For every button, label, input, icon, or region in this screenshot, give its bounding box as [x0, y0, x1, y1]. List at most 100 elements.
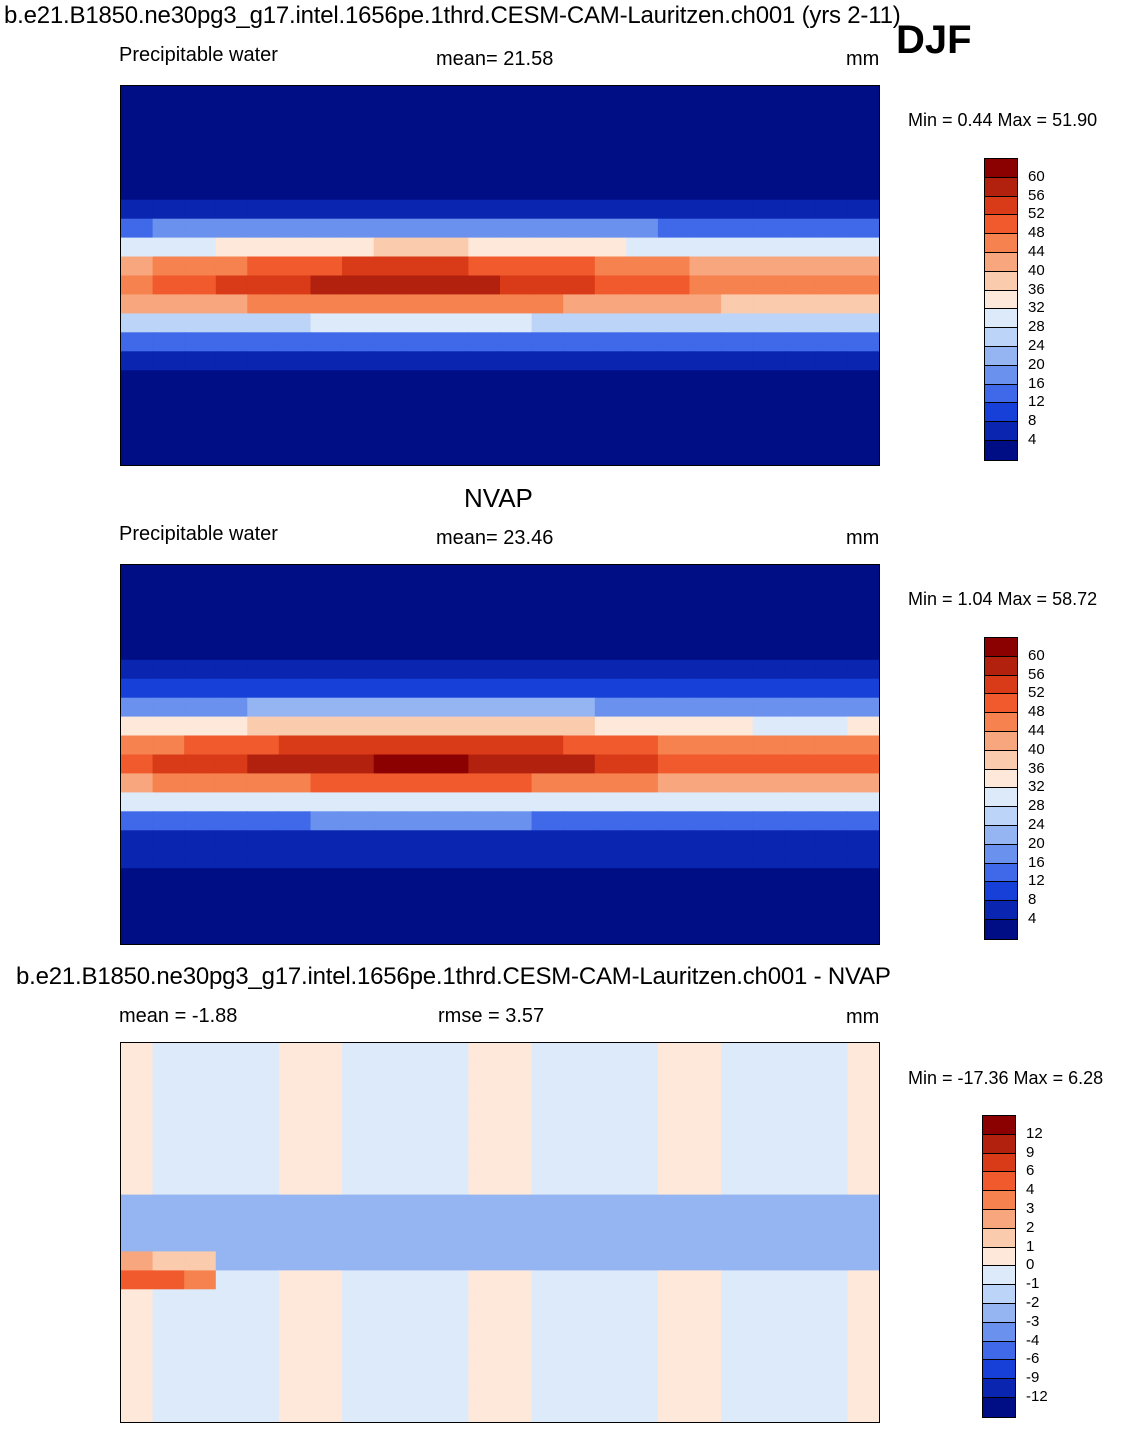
field-cell: [247, 583, 280, 604]
field-cell: [278, 1270, 312, 1290]
field-cell: [626, 754, 659, 775]
field-cell: [657, 218, 691, 239]
field-cell: [247, 697, 280, 718]
field-cell: [152, 735, 185, 756]
field-cell: [500, 427, 533, 447]
field-cell: [752, 640, 785, 661]
field-cell: [563, 830, 596, 850]
field-cell: [531, 218, 564, 239]
field-cell: [121, 1251, 154, 1271]
field-cell: [373, 1308, 406, 1328]
field-cell: [626, 773, 659, 793]
field-cell: [531, 1308, 564, 1328]
field-cell: [657, 602, 691, 623]
field-cell: [121, 104, 154, 125]
field-cell: [847, 735, 879, 756]
field-cell: [247, 1118, 280, 1139]
field-cell: [594, 1213, 627, 1234]
field-cell: [626, 294, 659, 314]
field-cell: [847, 351, 879, 371]
field-cell: [184, 659, 217, 680]
field-cell: [563, 849, 596, 869]
field-cell: [594, 1194, 627, 1215]
field-cell: [215, 1156, 248, 1177]
field-cell: [847, 370, 879, 390]
field-cell: [342, 925, 375, 944]
field-cell: [784, 1346, 817, 1366]
field-cell: [721, 86, 754, 106]
field-cell: [689, 1327, 722, 1347]
panel-rmse-label: rmse = 3.57: [438, 1005, 545, 1027]
field-cell: [594, 1156, 627, 1177]
field-cell: [215, 1346, 248, 1366]
field-cell: [721, 351, 754, 371]
field-cell: [500, 180, 533, 201]
field-cell: [247, 332, 280, 352]
field-cell: [342, 1365, 375, 1385]
field-cell: [342, 583, 375, 604]
field-cell: [278, 1080, 312, 1101]
field-cell: [752, 1327, 785, 1347]
field-cell: [342, 351, 375, 371]
field-cell: [121, 351, 154, 371]
field-cell: [152, 1403, 185, 1422]
field-cell: [500, 408, 533, 428]
field-cell: [121, 313, 154, 333]
field-cell: [594, 427, 627, 447]
field-cell: [247, 446, 280, 465]
field-cell: [310, 602, 343, 623]
panel-title: NVAP: [464, 483, 533, 513]
field-cell: [500, 1346, 533, 1366]
field-cell: [468, 142, 501, 163]
field-cell: [468, 199, 501, 220]
field-cell: [121, 773, 154, 793]
field-cell: [436, 716, 469, 737]
field-cell: [815, 792, 848, 812]
field-cell: [247, 275, 280, 296]
field-cell: [531, 1270, 564, 1290]
field-cell: [247, 86, 280, 106]
field-cell: [752, 1156, 785, 1177]
colorbar-tick-label: 4: [1028, 910, 1037, 927]
field-cell: [531, 1175, 564, 1196]
field-cell: [657, 887, 691, 907]
field-cell: [594, 351, 627, 371]
field-cell: [247, 1080, 280, 1101]
field-cell: [594, 1251, 627, 1271]
colorbar-tick-label: 28: [1028, 797, 1045, 815]
field-cell: [184, 1194, 217, 1215]
field-cell: [594, 621, 627, 642]
field-cell: [657, 1175, 691, 1196]
field-cell: [121, 1213, 154, 1234]
field-cell: [689, 602, 722, 623]
field-cell: [310, 351, 343, 371]
field-cell: [121, 887, 154, 907]
field-cell: [215, 830, 248, 850]
field-cell: [152, 123, 185, 144]
field-cell: [436, 123, 469, 144]
field-cell: [373, 218, 406, 239]
field-cell: [215, 716, 248, 737]
field-cell: [278, 1137, 312, 1158]
field-cell: [373, 313, 406, 333]
field-cell: [657, 640, 691, 661]
field-cell: [152, 389, 185, 409]
field-cell: [310, 199, 343, 220]
field-cell: [594, 86, 627, 106]
field-cell: [594, 906, 627, 926]
field-cell: [373, 754, 406, 775]
field-cell: [752, 1175, 785, 1196]
field-cell: [563, 1043, 596, 1063]
field-cell: [594, 773, 627, 793]
field-cell: [689, 237, 722, 258]
field-cell: [626, 621, 659, 642]
field-cell: [436, 887, 469, 907]
field-cell: [436, 640, 469, 661]
field-cell: [657, 161, 691, 182]
colorbar-tick-label: 1: [1026, 1237, 1035, 1255]
field-cell: [626, 1232, 659, 1253]
field-cell: [121, 1118, 154, 1139]
field-cell: [405, 370, 438, 390]
field-cell: [721, 659, 754, 680]
field-cell: [152, 1251, 185, 1271]
